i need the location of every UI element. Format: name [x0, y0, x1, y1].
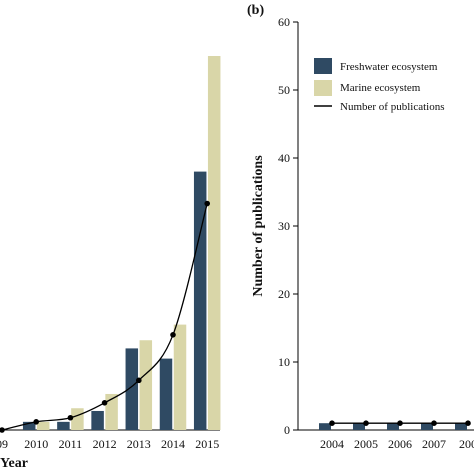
- legend-label-freshwater: Freshwater ecosystem: [340, 61, 438, 73]
- panel-label-b: (b): [247, 3, 264, 18]
- left-bar-freshwater-2012: [91, 410, 104, 430]
- left-bar-freshwater-2014: [159, 358, 173, 430]
- right-publications-point-2007: [431, 420, 437, 427]
- left-publications-point-2012: [101, 400, 108, 406]
- left-publications-point-2011: [67, 414, 74, 421]
- left-bar-marine-2011: [71, 408, 84, 430]
- left-x-tick-label: 2015: [195, 437, 219, 451]
- legend-label-marine: Marine ecosystem: [340, 82, 421, 94]
- left-bar-freshwater-2011: [57, 421, 70, 430]
- right-y-tick-label: 10: [278, 355, 290, 369]
- right-bar-freshwater-2005: [353, 423, 365, 430]
- right-publications-point-2005: [363, 420, 369, 427]
- right-y-tick-label: 0: [284, 423, 290, 437]
- left-publications-point-2014: [170, 332, 176, 338]
- left-bar-freshwater-2013: [125, 348, 139, 430]
- legend: Freshwater ecosystem Marine ecosystem Nu…: [314, 58, 444, 113]
- right-y-tick-label: 40: [278, 151, 290, 165]
- left-chart-panel: 09 2010 2011 2012 2013 2014 2015 Year: [0, 56, 221, 471]
- right-x-tick-label: 200: [459, 437, 474, 451]
- right-publications-point-2008: [465, 420, 471, 427]
- right-publications-point-2004: [329, 420, 335, 427]
- right-x-tick-label: 2005: [354, 437, 378, 451]
- left-publications-point-2009: [0, 427, 5, 433]
- left-publications-point-2013: [136, 377, 142, 384]
- left-x-axis-title: Year: [0, 456, 28, 471]
- left-bar-marine-2013: [139, 340, 153, 430]
- right-y-tick-label: 30: [278, 219, 290, 233]
- left-x-tick-label: 2014: [161, 437, 185, 451]
- right-bar-freshwater-2004: [319, 423, 331, 430]
- right-chart-panel: (b) 0 10 20 30 40 50 60 Number of publications…: [247, 3, 474, 451]
- left-bar-marine-2010: [36, 421, 50, 430]
- right-bar-freshwater-2008: [455, 423, 467, 430]
- left-bar-marine-2012: [105, 393, 118, 430]
- left-x-tick-label: 2012: [93, 437, 117, 451]
- left-bar-freshwater-2015: [193, 171, 207, 430]
- left-publications-point-2010: [33, 419, 39, 425]
- right-publications-point-2006: [397, 420, 403, 427]
- left-bar-marine-2015: [207, 56, 221, 430]
- right-bar-freshwater-2006: [387, 423, 399, 430]
- right-x-tick-label: 2007: [422, 437, 446, 451]
- right-y-axis-title: Number of publications: [251, 155, 266, 297]
- right-y-tick-label: 60: [278, 15, 290, 29]
- left-publications-point-2015: [204, 200, 210, 207]
- right-bar-freshwater-2007: [421, 423, 433, 430]
- left-bar-marine-2014: [173, 324, 187, 430]
- right-x-tick-label: 2004: [320, 437, 344, 451]
- legend-swatch-marine: [314, 80, 332, 96]
- right-y-tick-label: 50: [278, 83, 290, 97]
- left-x-tick-label: 2011: [59, 437, 83, 451]
- left-x-tick-label: 2010: [24, 437, 48, 451]
- left-bar-freshwater-2010: [22, 421, 36, 430]
- legend-label-publications: Number of publications: [340, 101, 444, 113]
- right-x-tick-label: 2006: [388, 437, 412, 451]
- legend-swatch-freshwater: [314, 58, 332, 74]
- right-y-tick-label: 20: [278, 287, 290, 301]
- left-x-tick-label: 09: [0, 437, 8, 451]
- left-x-tick-label: 2013: [127, 437, 151, 451]
